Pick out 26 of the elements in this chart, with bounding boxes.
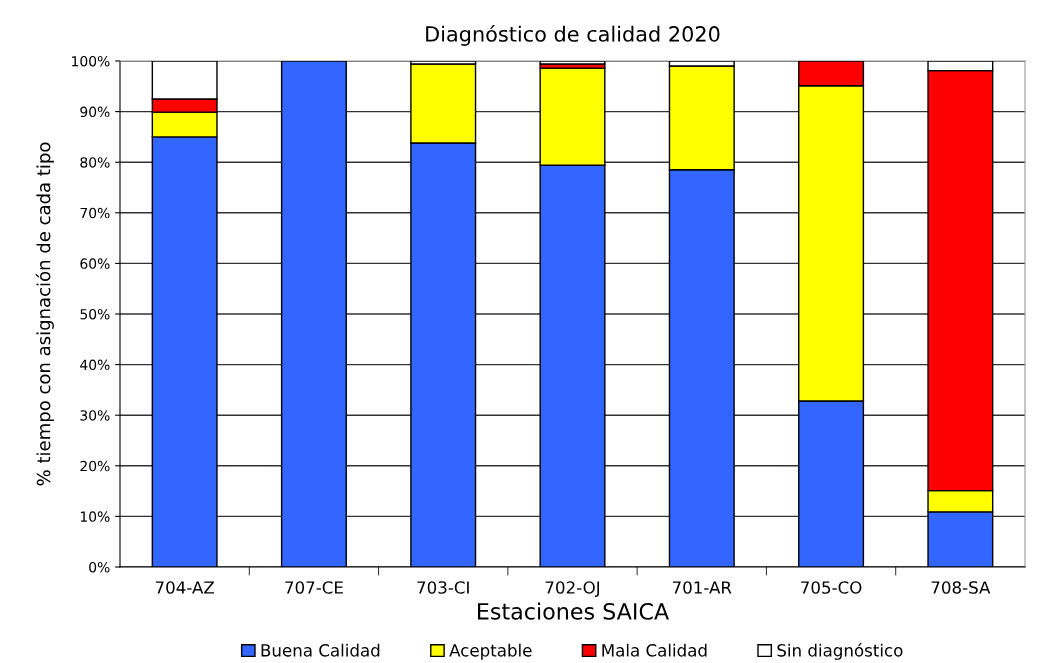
- x-tick-label: 708-SA: [931, 581, 991, 594]
- y-tick-label: 60%: [80, 258, 110, 269]
- chart-title: Diagnóstico de calidad 2020: [426, 24, 720, 46]
- legend-label: Buena Calidad: [261, 643, 380, 657]
- legend-label: Aceptable: [449, 643, 532, 660]
- y-tick-label: 30%: [80, 410, 110, 421]
- x-tick-label: 705-CO: [801, 581, 862, 594]
- y-tick-label: 100%: [72, 55, 110, 67]
- y-tick-label: 50%: [80, 308, 110, 320]
- y-axis-title: % tiempo con asignación de cada tipo: [35, 142, 54, 486]
- y-tick-label: 80%: [80, 157, 110, 168]
- x-tick-label: 701-AR: [672, 581, 732, 594]
- legend-label: Mala Calidad: [602, 643, 707, 657]
- y-tick-label: 10%: [80, 511, 110, 522]
- x-tick-label: 702-OJ: [545, 581, 600, 597]
- x-axis-title: Estaciones SAICA: [478, 602, 669, 620]
- x-tick-label: 707-CE: [285, 581, 343, 594]
- y-tick-label: 70%: [80, 207, 110, 219]
- y-tick-label: 20%: [80, 460, 110, 472]
- x-tick-label: 703-CI: [417, 581, 469, 594]
- y-tick-label: 90%: [80, 106, 110, 118]
- y-tick-label: 40%: [80, 359, 110, 371]
- x-tick-label: 704-AZ: [155, 581, 215, 594]
- bar: [539, 61, 606, 65]
- legend-label: Sin diagnóstico: [777, 643, 903, 660]
- y-tick-label: 0%: [89, 561, 110, 573]
